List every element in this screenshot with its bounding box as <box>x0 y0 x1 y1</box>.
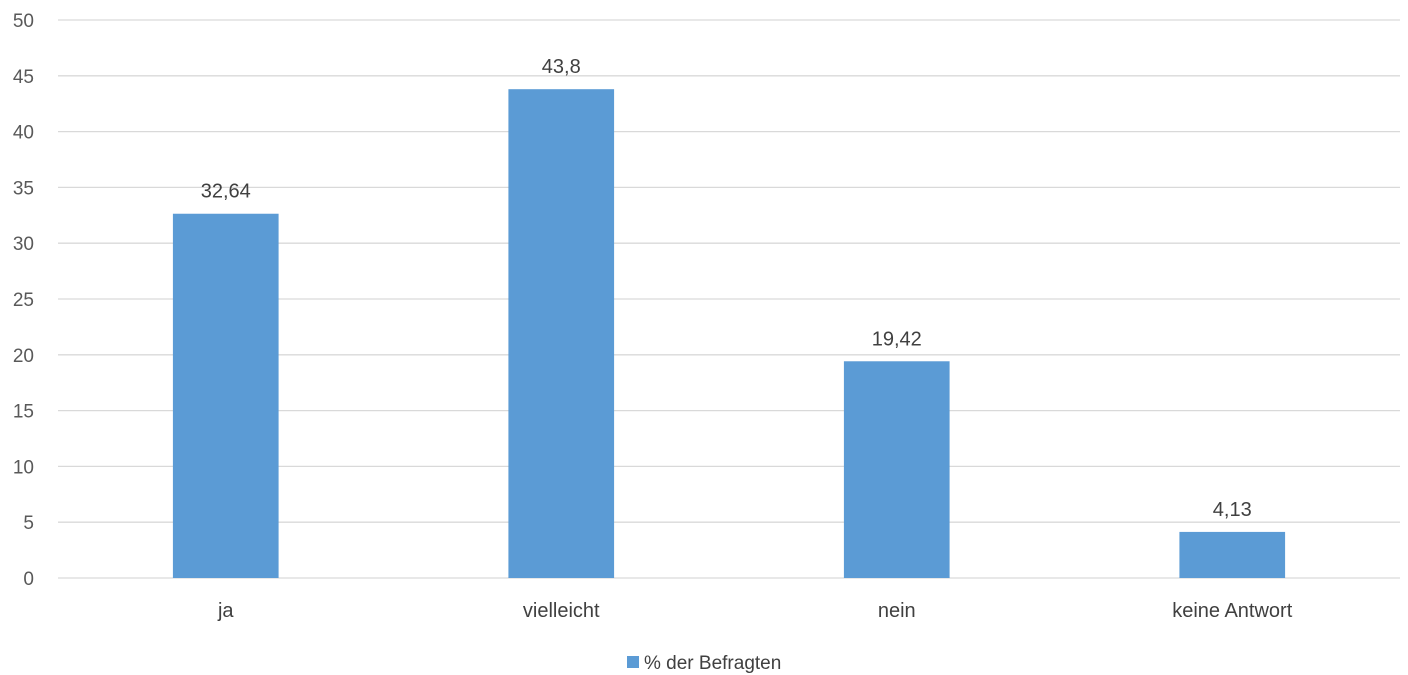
bar <box>172 213 279 578</box>
bar <box>843 361 950 578</box>
y-tick-label: 35 <box>13 178 34 199</box>
data-label: 43,8 <box>542 56 581 78</box>
bar <box>1179 531 1286 578</box>
legend: % der Befragten <box>627 653 781 674</box>
gridlines <box>58 19 1400 579</box>
y-tick-label: 0 <box>23 569 34 590</box>
data-label: 19,42 <box>872 328 922 350</box>
y-tick-label: 5 <box>23 513 34 534</box>
y-tick-label: 15 <box>13 402 34 423</box>
data-labels: 32,64 43,8 19,42 4,13 <box>201 56 1252 521</box>
y-axis-ticks: 0 5 10 15 20 25 30 35 40 45 50 <box>13 11 34 590</box>
x-category-label: keine Antwort <box>1172 600 1293 622</box>
x-category-label: ja <box>217 600 234 622</box>
x-axis-categories: ja vielleicht nein keine Antwort <box>217 600 1293 622</box>
y-tick-label: 10 <box>13 457 34 478</box>
y-tick-label: 25 <box>13 290 34 311</box>
y-tick-label: 50 <box>13 11 34 32</box>
x-category-label: nein <box>878 600 916 622</box>
legend-label: % der Befragten <box>644 653 781 674</box>
data-label: 4,13 <box>1213 499 1252 521</box>
legend-swatch <box>627 656 639 668</box>
y-tick-label: 30 <box>13 234 34 255</box>
bar <box>508 89 615 578</box>
y-tick-label: 40 <box>13 123 34 144</box>
y-tick-label: 45 <box>13 67 34 88</box>
bars <box>172 89 1286 578</box>
data-label: 32,64 <box>201 181 251 203</box>
x-category-label: vielleicht <box>523 600 600 622</box>
y-tick-label: 20 <box>13 346 34 367</box>
